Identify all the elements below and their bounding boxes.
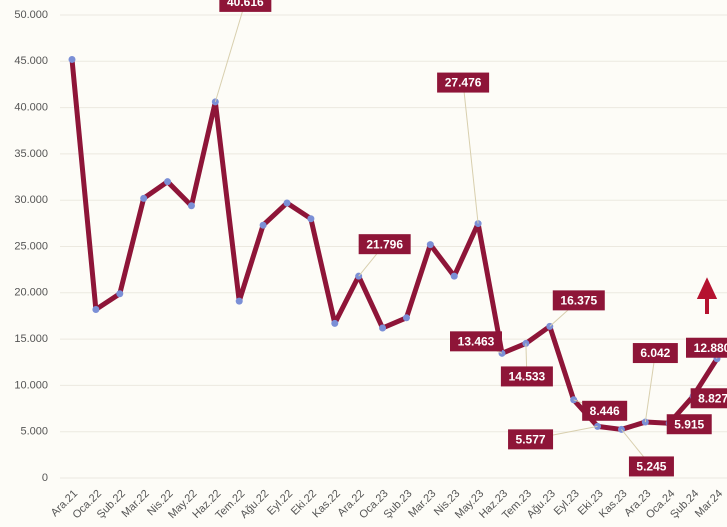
label-box [508, 429, 554, 450]
data-label: 5.915 [674, 417, 704, 431]
label-box [666, 414, 712, 435]
data-label: 40.616 [227, 0, 264, 9]
label-box [219, 0, 272, 12]
y-tick-label: 0 [42, 472, 48, 484]
label-box [582, 400, 628, 421]
data-label: 13.463 [458, 335, 495, 349]
line [69, 59, 720, 432]
data-label: 27.476 [445, 76, 482, 90]
point [307, 215, 315, 223]
label-box [552, 290, 605, 311]
leader-line [462, 82, 479, 224]
label-box [500, 366, 553, 387]
point [92, 305, 100, 313]
label-box [686, 337, 727, 358]
point [235, 297, 243, 305]
point [402, 314, 410, 322]
label-box [450, 331, 502, 352]
leader-line [214, 1, 246, 103]
label-box [358, 234, 411, 255]
point [450, 272, 458, 280]
y-tick-label: 20.000 [14, 287, 48, 299]
y-tick-label: 15.000 [14, 333, 48, 345]
x-tick-label: Mar.23 [406, 488, 438, 520]
point [259, 221, 267, 229]
data-label: 12.880 [694, 341, 727, 355]
y-tick-label: 25.000 [14, 240, 48, 252]
x-tick-label: Mar.22 [120, 488, 152, 520]
label-box [437, 72, 490, 93]
point [164, 178, 172, 186]
y-tick-label: 45.000 [14, 55, 48, 67]
label-box [628, 456, 674, 477]
point [187, 202, 195, 210]
data-label: 8.446 [590, 404, 620, 418]
point [283, 199, 291, 207]
y-tick-label: 40.000 [14, 102, 48, 114]
y-tick-label: 10.000 [14, 379, 48, 391]
x-tick-label: Mar.24 [693, 488, 725, 520]
data-label: 21.796 [366, 237, 403, 251]
label-box [632, 343, 678, 364]
y-tick-label: 50.000 [14, 9, 48, 21]
point [68, 55, 76, 63]
label-box [690, 388, 727, 409]
data-label: 16.375 [560, 294, 597, 308]
y-tick-label: 5.000 [20, 426, 48, 438]
arrow-icon [696, 277, 718, 314]
x-tick-label: Eyl.23 [552, 488, 582, 518]
point [116, 290, 124, 298]
data-label: 5.577 [516, 433, 546, 447]
data-label: 6.042 [640, 346, 670, 360]
x-tick-label: Eyl.22 [265, 488, 295, 518]
point [379, 324, 387, 332]
y-tick-label: 30.000 [14, 194, 48, 206]
point [426, 241, 434, 249]
data-label: 5.245 [636, 460, 666, 474]
data-label: 8.827 [698, 391, 727, 405]
point [140, 194, 148, 202]
point [331, 319, 339, 327]
y-tick-label: 35.000 [14, 148, 48, 160]
leader-line [644, 352, 656, 423]
data-label: 14.533 [509, 370, 546, 384]
